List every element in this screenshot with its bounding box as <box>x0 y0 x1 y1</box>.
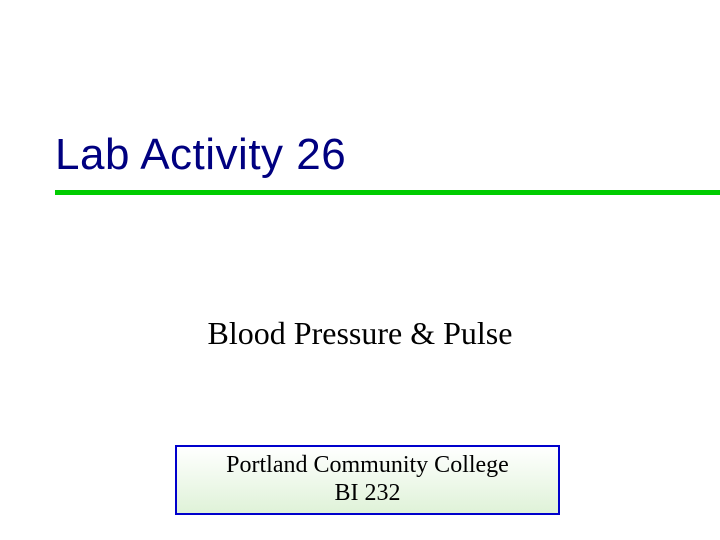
slide-title: Lab Activity 26 <box>55 130 346 180</box>
footer-line1: Portland Community College <box>226 452 509 480</box>
slide: Lab Activity 26 Blood Pressure & Pulse P… <box>0 0 720 540</box>
footer-box: Portland Community College BI 232 <box>175 445 560 515</box>
slide-subtitle: Blood Pressure & Pulse <box>0 315 720 352</box>
title-underline <box>55 190 720 195</box>
footer-line2: BI 232 <box>335 480 401 508</box>
